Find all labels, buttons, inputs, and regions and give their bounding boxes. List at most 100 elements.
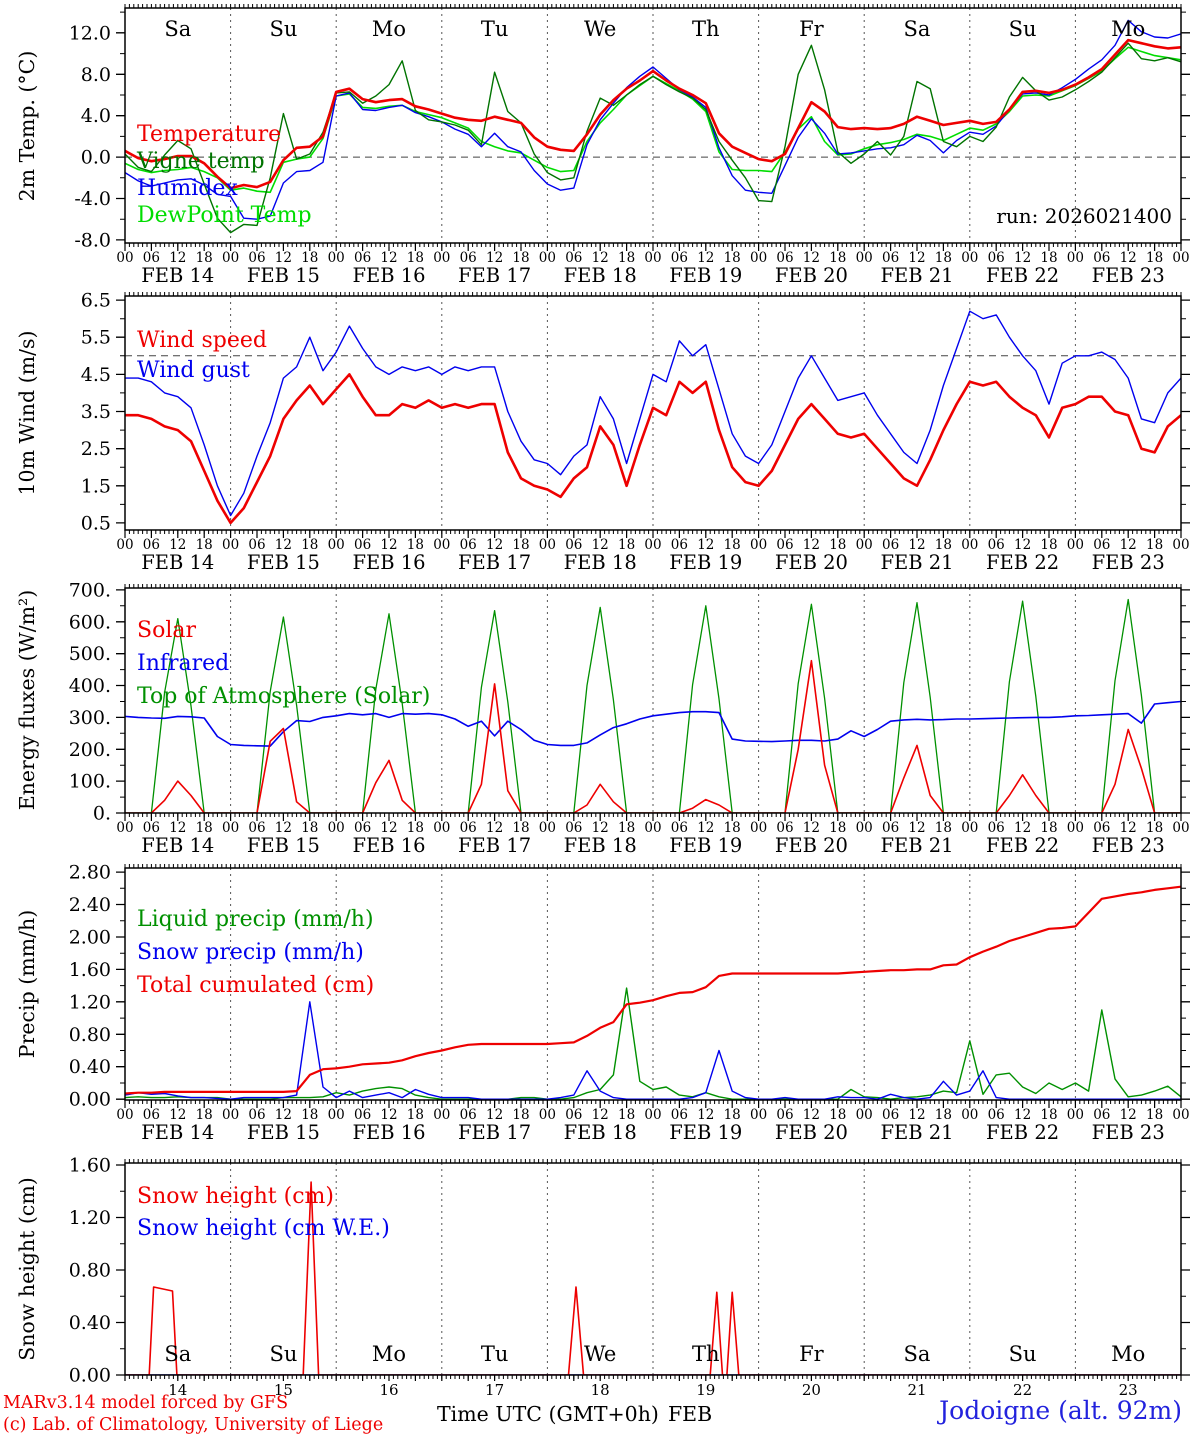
hour-label: 06 — [776, 537, 793, 553]
legend-item: Wind gust — [137, 358, 250, 383]
y-tick-label: 1.60 — [69, 959, 111, 981]
panel-precip: 0.00 0.40 0.80 1.20 1.60 2.00 2.40 2.80 00 06 12 18… — [69, 862, 1190, 1144]
hour-label: 00 — [539, 250, 556, 266]
hour-label: 06 — [143, 1107, 160, 1123]
y-tick-label: 500. — [69, 643, 111, 665]
hour-label: 00 — [856, 1107, 873, 1123]
y-tick-label: 0.80 — [69, 1260, 111, 1282]
date-label: FEB 17 — [458, 264, 531, 287]
hour-label: 00 — [961, 537, 978, 553]
y-tick-label: 1.20 — [69, 991, 111, 1013]
date-label: FEB 21 — [880, 1121, 953, 1144]
series-infrared — [125, 700, 1181, 747]
weekday-label: Mo — [372, 17, 406, 41]
hour-label: 12 — [697, 537, 714, 553]
weekday-label: Mo — [1111, 1342, 1145, 1366]
hour-label: 06 — [1093, 1107, 1110, 1123]
weekday-label: Mo — [372, 1342, 406, 1366]
hour-label: 12 — [803, 537, 820, 553]
hour-ticks-top — [124, 292, 1182, 296]
legend-snow-height: Snow height (cm) Snow height (cm W.E.) — [137, 1181, 390, 1245]
panel-10m-wind: 0.5 1.5 2.5 3.5 4.5 5.5 6.5 00 06 12 18 00 06 12 18 00 0… — [81, 290, 1190, 574]
hour-label: 06 — [1093, 537, 1110, 553]
hour-label: 12 — [1014, 537, 1031, 553]
hour-label: 12 — [275, 820, 292, 836]
month-label: FEB — [667, 1402, 713, 1426]
series-liquid-precip — [125, 987, 1181, 1100]
hour-label: 06 — [988, 537, 1005, 553]
hour-label: 12 — [908, 250, 925, 266]
legend-item: Humidex — [137, 176, 238, 201]
hour-label: 18 — [196, 250, 213, 266]
hour-label: 18 — [618, 820, 635, 836]
date-label: FEB 21 — [880, 264, 953, 287]
hour-label: 12 — [697, 820, 714, 836]
hour-label: 18 — [1146, 537, 1163, 553]
weekday-label: Sa — [904, 1342, 931, 1366]
hour-label: 06 — [1093, 820, 1110, 836]
hour-label: 06 — [776, 250, 793, 266]
model-credits: MARv3.14 model forced by GFS (c) Lab. of… — [3, 1392, 383, 1436]
hour-label: 06 — [671, 537, 688, 553]
hour-label: 18 — [196, 820, 213, 836]
legend-temperature: Temperature Vigne temp Humidex DewPoint Tem… — [137, 121, 312, 229]
hour-label: 12 — [803, 250, 820, 266]
legend-item: Snow height (cm) — [137, 1184, 334, 1209]
date-label: FEB 18 — [564, 264, 637, 287]
date-label: FEB 18 — [564, 834, 637, 857]
y-major-ticks — [116, 871, 1190, 1100]
date-label: FEB 22 — [986, 264, 1059, 287]
weekday-label: Su — [1009, 17, 1037, 41]
weekday-label: Sa — [164, 1342, 191, 1366]
day-number-label: 23 — [1119, 1381, 1138, 1399]
y-axis-title-snow-height: Snow height (cm) — [15, 1177, 39, 1361]
weekday-label: Th — [692, 1342, 720, 1366]
y-tick-label: 12.0 — [69, 22, 111, 44]
hour-label: 06 — [1093, 250, 1110, 266]
hour-label: 18 — [935, 1107, 952, 1123]
hour-label: 12 — [1120, 820, 1137, 836]
series-solar — [125, 659, 1181, 813]
legend-item: Wind speed — [137, 328, 268, 353]
series-vigne-temp — [125, 42, 1181, 234]
date-label: FEB 14 — [141, 1121, 214, 1144]
date-label: FEB 19 — [669, 264, 742, 287]
date-label: FEB 14 — [141, 834, 214, 857]
hour-label: 18 — [1040, 820, 1057, 836]
date-label: FEB 19 — [669, 834, 742, 857]
sixhour-ticks — [124, 1375, 1182, 1381]
hour-label: 12 — [169, 820, 186, 836]
hour-label: 18 — [935, 537, 952, 553]
day-number-label: 17 — [485, 1381, 504, 1399]
weekday-label: Tu — [481, 1342, 509, 1366]
hour-label: 06 — [988, 1107, 1005, 1123]
y-minor-ticks — [120, 887, 1186, 1084]
hour-label: 06 — [671, 250, 688, 266]
hour-label: 18 — [724, 1107, 741, 1123]
hour-ticks-top — [124, 584, 1182, 588]
hour-label: 18 — [407, 250, 424, 266]
hour-label: 18 — [829, 1107, 846, 1123]
hour-label: 12 — [380, 537, 397, 553]
hour-label: 00 — [961, 820, 978, 836]
y-tick-label: 300. — [69, 707, 111, 729]
hour-label: 18 — [618, 537, 635, 553]
hour-label: 12 — [486, 537, 503, 553]
hour-label: 06 — [460, 250, 477, 266]
date-label: FEB 19 — [669, 1121, 742, 1144]
hour-label: 00 — [222, 537, 239, 553]
hour-label: 00 — [539, 1107, 556, 1123]
hour-label: 06 — [882, 537, 899, 553]
hour-label: 06 — [671, 1107, 688, 1123]
hour-label: 18 — [724, 250, 741, 266]
day-number-label: 22 — [1013, 1381, 1032, 1399]
hour-label: 00 — [856, 250, 873, 266]
hour-label: 06 — [882, 1107, 899, 1123]
date-label: FEB 22 — [986, 1121, 1059, 1144]
y-major-ticks — [116, 589, 1190, 814]
legend-item: DewPoint Temp — [137, 203, 312, 228]
hour-label: 12 — [1014, 820, 1031, 836]
hour-label: 00 — [644, 820, 661, 836]
panel-snow-height: 0.00 0.40 0.80 1.20 1.60 14 15 16 17 18 19 20 21 22 23… — [69, 1155, 1190, 1399]
date-label: FEB 20 — [775, 834, 848, 857]
